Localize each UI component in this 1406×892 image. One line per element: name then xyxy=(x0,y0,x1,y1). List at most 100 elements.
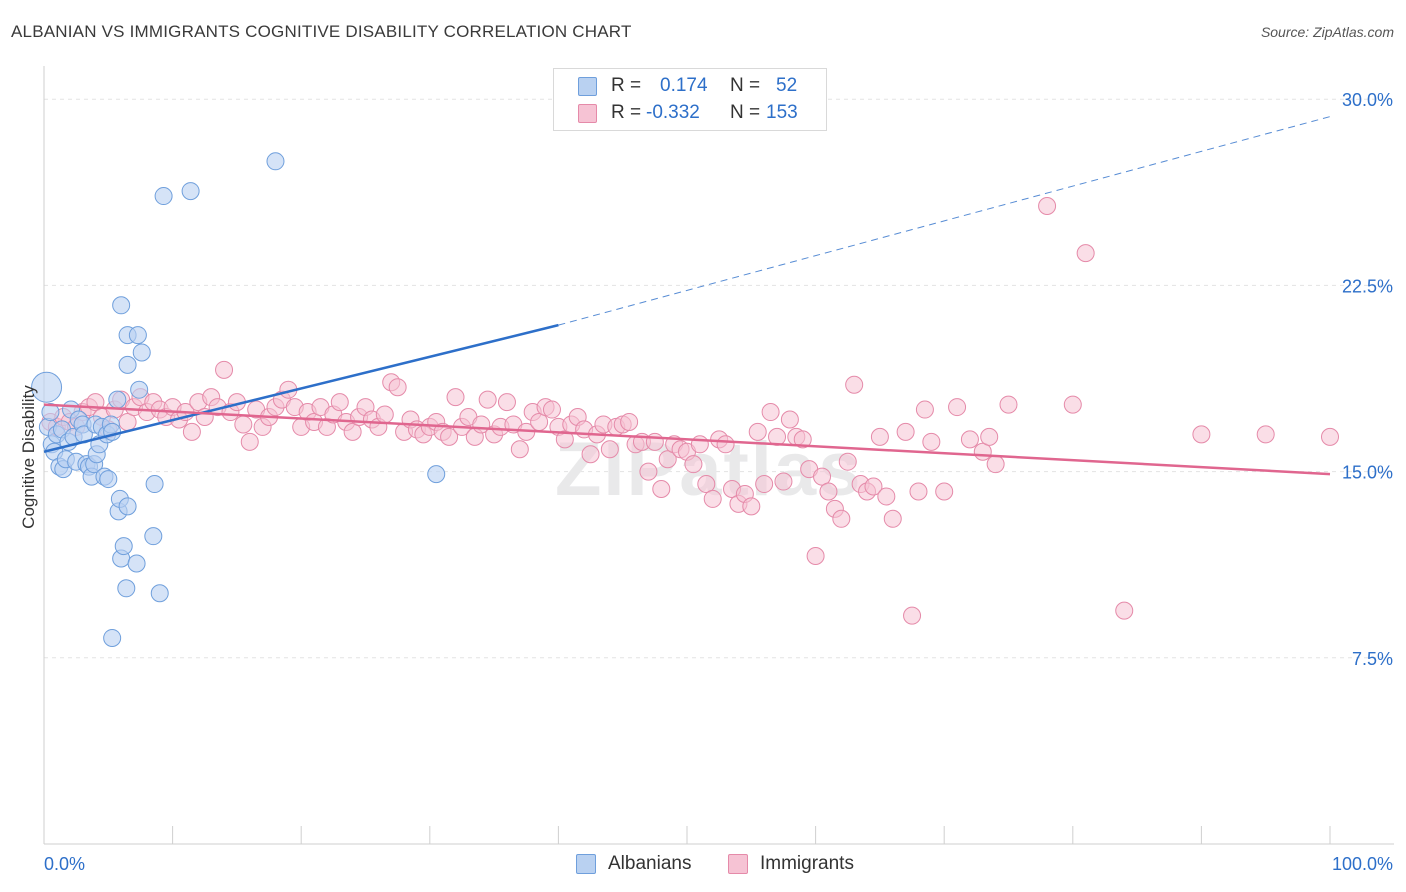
immigrants-point xyxy=(555,430,574,449)
immigrants-point xyxy=(1256,425,1275,444)
immigrants-point xyxy=(343,422,362,441)
immigrants-point xyxy=(388,378,407,397)
albanians-n-value: 52 xyxy=(776,75,798,96)
legend-row-immigrants: R = -0.332 N = 153 xyxy=(554,100,826,126)
albanians-point xyxy=(128,326,147,345)
immigrants-point xyxy=(215,360,234,379)
tick-labels: 7.5% 15.0% 22.5% 30.0% 0.0% 100.0% xyxy=(44,90,1393,874)
immigrants-point xyxy=(832,509,851,528)
y-tick-label: 15.0% xyxy=(1342,463,1393,483)
immigrants-point xyxy=(986,455,1005,474)
albanians-point xyxy=(99,470,118,489)
albanians-point xyxy=(103,628,122,647)
albanians-trend-extension xyxy=(558,116,1331,326)
immigrants-point xyxy=(542,400,561,419)
immigrants-point xyxy=(909,482,928,501)
immigrants-point xyxy=(600,440,619,459)
albanians-point xyxy=(103,422,122,441)
immigrants-point xyxy=(813,467,832,486)
immigrants-point xyxy=(793,430,812,449)
immigrants-point xyxy=(581,445,600,464)
immigrants-point xyxy=(864,477,883,496)
immigrants-point xyxy=(1321,427,1339,446)
albanians-point xyxy=(427,465,446,484)
immigrants-point xyxy=(697,475,716,494)
albanians-point xyxy=(181,182,200,201)
immigrants-point xyxy=(755,475,774,494)
immigrants-point xyxy=(883,509,902,528)
r-label: R = xyxy=(611,75,642,96)
albanians-legend-swatch xyxy=(576,854,596,874)
x-tick-label: 0.0% xyxy=(44,854,85,874)
y-tick-label: 7.5% xyxy=(1352,649,1393,669)
immigrants-point xyxy=(440,427,459,446)
immigrants-point xyxy=(375,405,394,424)
immigrants-point xyxy=(819,482,838,501)
y-axis-label: Cognitive Disability xyxy=(19,385,38,529)
r-label: R = xyxy=(611,102,642,123)
albanians-point xyxy=(31,371,63,403)
immigrants-point xyxy=(838,452,857,471)
y-tick-label: 22.5% xyxy=(1342,276,1393,296)
n-label: N = xyxy=(730,75,761,96)
immigrants-point xyxy=(639,462,658,481)
albanians-point xyxy=(132,343,151,362)
immigrants-point xyxy=(497,393,516,412)
immigrants-point xyxy=(845,375,864,394)
immigrants-point xyxy=(658,450,677,469)
immigrants-point xyxy=(935,482,954,501)
immigrants-point xyxy=(903,606,922,625)
albanians-point xyxy=(114,537,133,556)
immigrants-point xyxy=(703,489,722,508)
albanians-point xyxy=(154,187,173,206)
albanians-point xyxy=(41,403,60,422)
immigrants-point xyxy=(742,497,761,516)
albanians-point xyxy=(130,380,149,399)
albanians-points xyxy=(31,152,446,647)
immigrants-point xyxy=(774,472,793,491)
albanians-point xyxy=(127,554,146,573)
albanians-point xyxy=(145,475,164,494)
albanians-point xyxy=(118,355,137,374)
immigrants-point xyxy=(896,422,915,441)
grid-lines xyxy=(44,98,1394,659)
albanians-swatch xyxy=(578,77,597,96)
legend-row-albanians: R = 0.174 N = 52 xyxy=(554,73,826,99)
immigrants-point xyxy=(806,547,825,566)
immigrants-point xyxy=(1063,395,1082,414)
immigrants-point xyxy=(652,479,671,498)
immigrants-point xyxy=(478,390,497,409)
x-tick-label: 100.0% xyxy=(1332,854,1393,874)
immigrants-trend-line xyxy=(43,403,1331,476)
immigrants-point xyxy=(980,427,999,446)
legend-item-immigrants: Immigrants xyxy=(728,851,854,877)
chart-title: ALBANIAN VS IMMIGRANTS COGNITIVE DISABIL… xyxy=(11,22,632,41)
immigrants-legend-swatch xyxy=(728,854,748,874)
immigrants-point xyxy=(960,430,979,449)
y-tick-label: 30.0% xyxy=(1342,90,1393,110)
immigrants-points xyxy=(41,196,1339,625)
immigrants-point xyxy=(234,415,253,434)
immigrants-point xyxy=(999,395,1018,414)
immigrants-point xyxy=(182,422,201,441)
albanians-point xyxy=(266,152,285,171)
axes xyxy=(43,66,1394,845)
albanians-legend-label: Albanians xyxy=(608,853,692,874)
immigrants-point xyxy=(922,432,941,451)
albanians-r-value: 0.174 xyxy=(660,75,708,96)
immigrants-point xyxy=(1038,196,1057,215)
immigrants-point xyxy=(761,403,780,422)
immigrants-point xyxy=(446,388,465,407)
immigrants-point xyxy=(948,398,967,417)
immigrants-swatch xyxy=(578,104,597,123)
albanians-point xyxy=(150,584,169,603)
immigrants-point xyxy=(780,410,799,429)
immigrants-point xyxy=(684,455,703,474)
immigrants-n-value: 153 xyxy=(766,102,798,123)
immigrants-r-value: -0.332 xyxy=(646,102,700,123)
immigrants-point xyxy=(1192,425,1211,444)
albanians-point xyxy=(118,497,137,516)
immigrants-point xyxy=(877,487,896,506)
immigrants-point xyxy=(1076,244,1095,263)
